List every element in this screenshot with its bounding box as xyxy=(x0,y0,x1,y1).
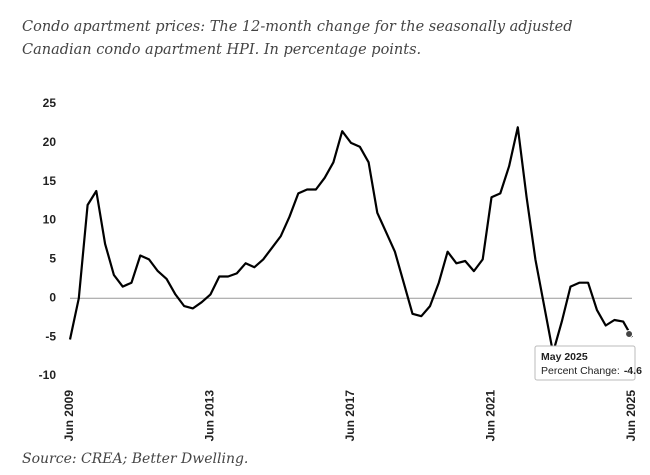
chart: -10 -5 0 5 10 15 20 25 Jun 2009 Jun 2013 Jun 2017 J… xyxy=(39,96,642,442)
x-tick-label: Jun 2013 xyxy=(203,390,217,442)
x-tick-label: Jun 2021 xyxy=(484,390,498,442)
y-tick-label: 5 xyxy=(49,252,56,266)
y-tick-label: 15 xyxy=(43,174,57,188)
y-tick-label: 10 xyxy=(43,213,57,227)
tooltip-marker xyxy=(625,330,634,339)
x-tick-label: Jun 2017 xyxy=(343,390,357,442)
y-tick-label: 0 xyxy=(49,290,56,304)
tooltip-box xyxy=(534,345,636,381)
tooltip-label: Percent Change: xyxy=(541,365,620,377)
y-tick-label: -5 xyxy=(45,329,56,343)
y-tick-label: 20 xyxy=(43,135,57,149)
tooltip: May 2025 Percent Change: -4.6 xyxy=(534,345,642,381)
tooltip-value: -4.6 xyxy=(624,365,642,377)
line xyxy=(68,126,633,354)
x-tick-label: Jun 2025 xyxy=(624,390,638,442)
y-tick-label: 25 xyxy=(43,96,57,110)
y-tick-label: -10 xyxy=(39,368,57,382)
chart-title: Condo apartment prices: The 12-month cha… xyxy=(22,19,573,58)
tooltip-title: May 2025 xyxy=(541,351,588,363)
source: Source: CREA; Better Dwelling. xyxy=(22,451,249,467)
x-tick-label: Jun 2009 xyxy=(62,390,76,442)
tooltip-text: Percent Change: -4.6 xyxy=(541,365,642,377)
